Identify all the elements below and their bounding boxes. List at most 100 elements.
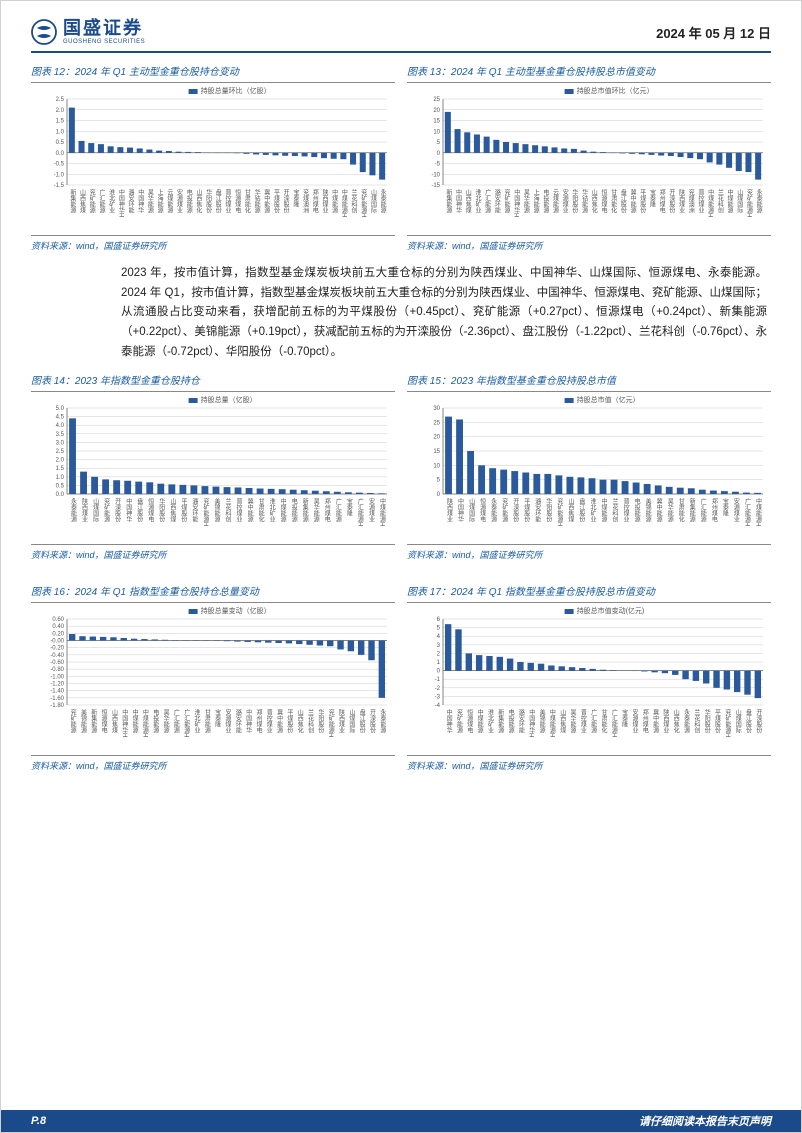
- svg-text:平煤股份: 平煤股份: [639, 189, 646, 214]
- svg-text:广汇能源: 广汇能源: [484, 189, 491, 215]
- report-date: 2024 年 05 月 12 日: [656, 23, 771, 42]
- svg-text:平煤股份: 平煤股份: [523, 498, 530, 523]
- svg-text:陕西煤业: 陕西煤业: [678, 189, 685, 214]
- chart-12: -1.5-1.0-0.50.00.51.01.52.02.5持股总量环比（亿股）…: [31, 83, 395, 233]
- svg-text:-1.5: -1.5: [54, 183, 65, 189]
- svg-text:山西焦化: 山西焦化: [590, 189, 597, 215]
- svg-text:宝泰隆: 宝泰隆: [214, 708, 221, 728]
- svg-text:-4: -4: [435, 703, 441, 709]
- svg-text:平煤股份: 平煤股份: [286, 709, 293, 734]
- svg-text:25: 25: [433, 97, 440, 103]
- svg-text:中国神华H: 中国神华H: [513, 189, 520, 218]
- chart-17-source: 资料来源：wind，国盛证券研究所: [407, 755, 771, 772]
- svg-text:1.5: 1.5: [56, 466, 65, 472]
- svg-text:中煤能源: 中煤能源: [726, 189, 733, 215]
- svg-text:甘肃能源: 甘肃能源: [203, 708, 210, 734]
- svg-text:兖煤澳洲: 兖煤澳洲: [687, 189, 694, 214]
- svg-text:昊华能源: 昊华能源: [666, 498, 673, 523]
- svg-text:-10: -10: [431, 173, 440, 179]
- svg-text:华阳股份: 华阳股份: [571, 189, 578, 215]
- svg-text:淮北矿业: 淮北矿业: [589, 497, 596, 522]
- svg-text:潞安环能: 潞安环能: [191, 497, 198, 523]
- svg-text:新集能源: 新集能源: [445, 189, 452, 215]
- svg-text:1: 1: [437, 660, 441, 666]
- svg-text:永泰能源: 永泰能源: [755, 189, 762, 215]
- svg-text:2.5: 2.5: [56, 97, 65, 103]
- svg-text:山西焦煤: 山西焦煤: [169, 497, 176, 523]
- svg-text:甘肃能化: 甘肃能化: [257, 497, 264, 523]
- svg-text:郑州煤电: 郑州煤电: [710, 497, 717, 522]
- svg-text:郑州煤电: 郑州煤电: [311, 189, 318, 214]
- svg-text:潞安环能: 潞安环能: [493, 189, 500, 215]
- svg-text:中煤能源H: 中煤能源H: [378, 497, 385, 526]
- svg-text:新集能源: 新集能源: [69, 189, 76, 215]
- svg-text:山西焦煤: 山西焦煤: [79, 189, 86, 215]
- svg-text:4.0: 4.0: [56, 423, 65, 429]
- svg-text:潞安环能: 潞安环能: [517, 708, 524, 734]
- svg-text:兰花科创: 兰花科创: [716, 189, 723, 215]
- page-header: 国盛证券 GUOSHENG SECURITIES 2024 年 05 月 12 …: [31, 19, 771, 53]
- svg-text:兖矿能源: 兖矿能源: [103, 497, 110, 523]
- svg-text:冀中能源: 冀中能源: [246, 497, 253, 523]
- svg-text:5: 5: [437, 626, 441, 632]
- svg-text:30: 30: [433, 406, 440, 412]
- svg-text:永泰能源: 永泰能源: [70, 497, 77, 523]
- svg-text:1.0: 1.0: [56, 130, 65, 136]
- svg-text:新集能源: 新集能源: [90, 708, 97, 734]
- svg-text:山西焦煤: 山西焦煤: [110, 708, 117, 734]
- chart-14-source: 资料来源：wind，国盛证券研究所: [31, 544, 395, 561]
- svg-text:淮北矿业: 淮北矿业: [193, 708, 200, 733]
- svg-text:永泰能源: 永泰能源: [490, 497, 497, 523]
- svg-text:甘肃能化: 甘肃能化: [600, 708, 607, 734]
- svg-text:-1.0: -1.0: [54, 173, 65, 179]
- svg-text:3: 3: [437, 643, 441, 649]
- svg-text:冀中能源: 冀中能源: [655, 497, 662, 523]
- svg-text:兖矿能源: 兖矿能源: [503, 189, 510, 215]
- svg-text:郑州煤电: 郑州煤电: [658, 189, 665, 214]
- svg-text:永泰能源: 永泰能源: [379, 708, 386, 734]
- svg-text:恒源煤电: 恒源煤电: [100, 708, 107, 733]
- svg-text:甘肃能化: 甘肃能化: [243, 189, 250, 215]
- svg-text:山煤国际: 山煤国际: [734, 708, 741, 734]
- svg-text:中国神华H: 中国神华H: [117, 189, 124, 218]
- svg-text:恒源煤电: 恒源煤电: [234, 189, 241, 214]
- logo-icon: [31, 19, 57, 45]
- svg-text:晋控煤业: 晋控煤业: [622, 498, 629, 522]
- svg-text:-1: -1: [435, 677, 441, 683]
- svg-text:淮北矿业: 淮北矿业: [268, 497, 275, 522]
- svg-text:广汇能源: 广汇能源: [334, 497, 341, 523]
- svg-text:平煤股份: 平煤股份: [714, 709, 721, 734]
- svg-text:宝泰隆: 宝泰隆: [345, 497, 352, 517]
- svg-text:淮北矿业: 淮北矿业: [486, 708, 493, 733]
- svg-text:中煤能源H: 中煤能源H: [548, 708, 555, 737]
- svg-text:兖矿能源: 兖矿能源: [88, 189, 95, 215]
- svg-text:昊华能源: 昊华能源: [146, 189, 153, 214]
- svg-text:美锦能源: 美锦能源: [213, 497, 220, 523]
- svg-text:永泰能源: 永泰能源: [379, 189, 386, 215]
- svg-text:永泰能源: 永泰能源: [683, 708, 690, 734]
- company-logo: 国盛证券 GUOSHENG SECURITIES: [31, 19, 145, 45]
- svg-text:电投能源: 电投能源: [290, 497, 297, 523]
- svg-text:20: 20: [433, 108, 440, 114]
- svg-text:华阳股份: 华阳股份: [205, 189, 212, 215]
- chart-16-block: 图表 16：2024 年 Q1 指数型金重仓股持仓总量变动 -1.80-1.60…: [31, 579, 395, 772]
- chart-17: -4-3-2-10123456持股总市值变动(亿元)中国神华兖矿能源恒源煤电中煤…: [407, 603, 771, 753]
- svg-text:冀中能源: 冀中能源: [263, 189, 270, 215]
- svg-text:2.0: 2.0: [56, 108, 65, 114]
- svg-text:中国神华H: 中国神华H: [528, 708, 535, 737]
- svg-text:淮北矿业: 淮北矿业: [474, 189, 481, 214]
- svg-text:0.60: 0.60: [52, 617, 64, 623]
- svg-text:5: 5: [437, 478, 441, 484]
- svg-text:山煤国际: 山煤国际: [92, 497, 99, 523]
- svg-text:冀中能源: 冀中能源: [629, 189, 636, 215]
- svg-text:华阳股份: 华阳股份: [158, 497, 165, 523]
- svg-text:持股总市值环比（亿元）: 持股总市值环比（亿元）: [577, 86, 654, 95]
- svg-text:5: 5: [437, 140, 441, 146]
- svg-text:中煤能源H: 中煤能源H: [707, 189, 714, 218]
- svg-text:山西焦煤: 山西焦煤: [464, 189, 471, 215]
- svg-text:持股总量环比（亿股）: 持股总量环比（亿股）: [201, 86, 271, 95]
- svg-text:陕西煤业: 陕西煤业: [662, 708, 669, 733]
- svg-text:兖矿能源H: 兖矿能源H: [360, 189, 367, 218]
- svg-text:山煤国际: 山煤国际: [736, 189, 743, 215]
- chart-16: -1.80-1.60-1.40-1.20-1.00-0.80-0.60-0.40…: [31, 603, 395, 753]
